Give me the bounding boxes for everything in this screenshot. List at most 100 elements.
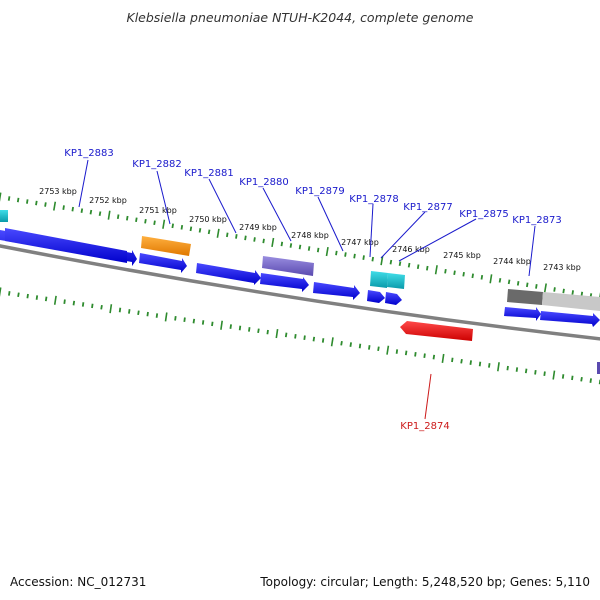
major-tick: [107, 210, 111, 220]
minor-tick: [71, 206, 74, 212]
minor-tick: [89, 209, 93, 215]
tick-label: 2743 kbp: [543, 263, 581, 272]
minor-tick: [198, 228, 202, 233]
minor-tick: [257, 328, 260, 334]
major-tick: [552, 370, 556, 380]
minor-tick: [35, 200, 38, 206]
minor-tick: [26, 293, 29, 299]
major-tick: [53, 295, 57, 305]
leader-line: [317, 196, 344, 252]
minor-tick: [371, 256, 374, 262]
cds-feature: [597, 362, 600, 374]
minor-tick: [451, 357, 454, 363]
minor-tick: [344, 252, 347, 257]
minor-tick: [226, 232, 229, 238]
leader-line: [262, 187, 292, 242]
gene-labels: KP1_2883 KP1_2882 KP1_2881 KP1_2880 KP1_…: [64, 148, 561, 432]
minor-tick: [389, 259, 393, 265]
major-tick: [220, 320, 223, 330]
major-tick: [380, 256, 384, 266]
major-tick: [497, 362, 500, 372]
gene-label: KP1_2881: [184, 168, 233, 179]
major-tick: [162, 219, 166, 229]
tick-label: 2753 kbp: [39, 187, 77, 196]
minor-tick: [44, 296, 48, 302]
cds-feature: [196, 263, 261, 285]
major-tick: [325, 246, 329, 257]
major-tick: [386, 345, 390, 355]
tick-label: 2747 kbp: [341, 238, 379, 247]
leader-line: [528, 225, 536, 277]
minor-tick: [126, 215, 129, 221]
leader-line: [156, 170, 171, 225]
minor-tick: [118, 307, 122, 313]
tick-label: 2744 kbp: [493, 257, 531, 266]
major-tick: [0, 287, 2, 297]
minor-tick: [192, 318, 196, 324]
minor-tick: [253, 237, 256, 242]
minor-tick: [137, 310, 140, 316]
minor-tick: [478, 361, 482, 367]
minor-tick: [189, 226, 193, 232]
major-tick: [330, 337, 334, 347]
minor-tick: [580, 291, 584, 297]
tick-label: 2752 kbp: [89, 196, 127, 205]
cds-feature: [385, 292, 402, 305]
minor-tick: [432, 354, 436, 360]
leader-line: [369, 203, 374, 258]
minor-tick: [321, 338, 325, 343]
gene-label: KP1_2874: [400, 421, 449, 432]
leader-line: [424, 373, 432, 420]
minor-tick: [201, 320, 205, 325]
gene-label: KP1_2878: [349, 194, 398, 205]
minor-tick: [507, 279, 511, 285]
minor-tick: [395, 349, 399, 354]
minor-tick: [480, 274, 484, 280]
minor-tick: [358, 343, 362, 349]
leader-line: [208, 178, 237, 234]
minor-tick: [248, 327, 251, 332]
minor-tick: [534, 369, 537, 375]
minor-tick: [146, 311, 149, 317]
leader-lines: [78, 159, 536, 420]
minor-tick: [298, 244, 302, 250]
minor-tick: [362, 255, 365, 260]
minor-tick: [453, 270, 456, 276]
minor-tick: [262, 238, 265, 244]
major-tick: [434, 265, 438, 275]
cds-feature: [139, 253, 187, 273]
inner-ticks: [0, 287, 600, 385]
tick-label: 2746 kbp: [392, 245, 430, 254]
minor-tick: [416, 264, 420, 270]
leader-line: [380, 211, 426, 259]
leader-line: [398, 218, 477, 262]
minor-tick: [26, 199, 29, 204]
minor-tick: [404, 350, 408, 356]
cds-feature: [367, 290, 385, 303]
minor-tick: [8, 291, 11, 296]
minor-tick: [407, 262, 411, 268]
minor-tick: [426, 265, 429, 271]
misc-feature: [542, 292, 600, 311]
accession: Accession: NC_012731: [10, 575, 146, 589]
cds-feature: [0, 210, 8, 222]
major-tick: [441, 353, 445, 364]
minor-tick: [35, 295, 39, 300]
minor-tick: [155, 313, 159, 318]
reverse-features: [400, 321, 600, 374]
genome-backbone: [0, 244, 600, 341]
minor-tick: [289, 243, 293, 248]
minor-tick: [460, 358, 463, 364]
forward-features: [0, 210, 600, 327]
minor-tick: [98, 211, 102, 216]
minor-tick: [303, 335, 306, 341]
minor-tick: [266, 329, 269, 335]
major-tick: [216, 228, 220, 238]
minor-tick: [116, 214, 120, 220]
minor-tick: [307, 246, 311, 251]
minor-tick: [506, 365, 509, 371]
minor-tick: [144, 218, 147, 224]
tick-label: 2749 kbp: [239, 223, 277, 232]
misc-feature: [507, 289, 543, 305]
